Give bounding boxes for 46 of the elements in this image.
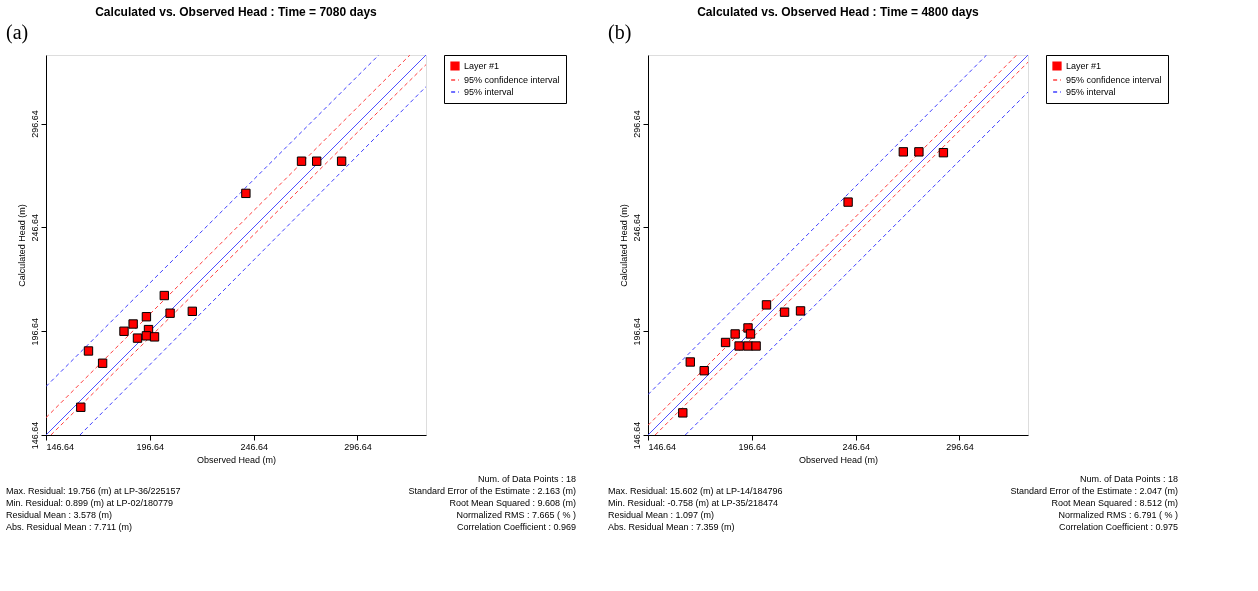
text: Correlation Coefficient : 0.975 [1059, 522, 1178, 532]
x-axis-title: Observed Head (m) [196, 454, 277, 465]
text: Root Mean Squared : 9.608 (m) [449, 498, 576, 508]
text: Normalized RMS : 7.665 ( % ) [456, 510, 576, 520]
y-tick-label: 246.64 [29, 214, 40, 242]
x-tick-label: 196.64 [136, 441, 165, 452]
text: Standard Error of the Estimate : 2.163 (m) [408, 486, 576, 496]
text: Max. Residual: 15.602 (m) at LP-14/184796 [608, 486, 783, 496]
y-axis-title: Calculated Head (m) [16, 204, 27, 287]
text: Correlation Coefficient : 0.969 [457, 522, 576, 532]
text: Min. Residual: 0.899 (m) at LP-02/180779 [6, 498, 174, 508]
x-axis-title: Observed Head (m) [798, 454, 879, 465]
x-tick-label: 296.64 [344, 441, 372, 452]
text: Num. of Data Points : 18 [477, 474, 576, 484]
text: Min. Residual: -0.758 (m) at LP-35/218474 [608, 498, 779, 508]
x-tick-label: 146.64 [46, 441, 75, 452]
text: Standard Error of the Estimate : 2.047 (m) [1010, 486, 1178, 496]
y-tick-label: 296.64 [631, 110, 642, 138]
y-tick-label: 196.64 [631, 317, 642, 346]
text: Max. Residual: 19.756 (m) at LP-36/225157 [6, 486, 181, 496]
text: Num. of Data Points : 18 [1079, 474, 1178, 484]
text: Residual Mean : 1.097 (m) [608, 510, 715, 520]
legend-label: 95% confidence interval [464, 75, 560, 85]
chart-title: Calculated vs. Observed Head : Time = 4800 days [697, 5, 980, 19]
text: Root Mean Squared : 8.512 (m) [1051, 498, 1178, 508]
legend-label: 95% interval [464, 87, 514, 97]
x-tick-label: 246.64 [842, 441, 870, 452]
legend-label: Layer #1 [1066, 61, 1102, 71]
y-tick-label: 196.64 [29, 317, 40, 346]
y-axis-title: Calculated Head (m) [618, 204, 629, 287]
x-tick-label: 296.64 [946, 441, 974, 452]
y-tick-label: 246.64 [631, 214, 642, 242]
chart-title: Calculated vs. Observed Head : Time = 7080 days [95, 5, 378, 19]
legend-label: 95% confidence interval [1066, 75, 1162, 85]
x-tick-label: 146.64 [648, 441, 677, 452]
legend-label: 95% interval [1066, 87, 1116, 97]
text: (a) [6, 21, 29, 44]
text: (b) [608, 21, 632, 44]
text: Abs. Residual Mean : 7.359 (m) [608, 522, 735, 532]
y-tick-label: 296.64 [29, 110, 40, 138]
x-tick-label: 246.64 [240, 441, 268, 452]
x-tick-label: 196.64 [738, 441, 767, 452]
text: Normalized RMS : 6.791 ( % ) [1058, 510, 1178, 520]
text: Abs. Residual Mean : 7.711 (m) [6, 522, 132, 532]
legend-label: Layer #1 [464, 61, 500, 71]
text: Residual Mean : 3.578 (m) [6, 510, 113, 520]
